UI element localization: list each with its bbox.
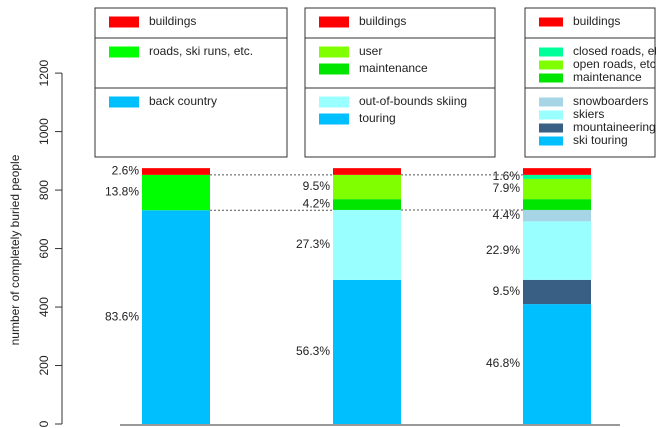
bar-segment	[523, 178, 591, 200]
bar-segment	[333, 174, 401, 200]
y-tick-label: 0	[37, 420, 51, 427]
value-label: 27.3%	[296, 237, 330, 251]
legend-label: buildings	[149, 14, 196, 28]
legend-swatch	[539, 136, 563, 146]
legend-label: buildings	[573, 14, 620, 28]
legend-swatch	[319, 96, 349, 108]
legend-label: maintenance	[359, 61, 428, 75]
legend-label: mountaineering	[573, 120, 656, 134]
y-tick-label: 600	[37, 238, 51, 258]
value-label: 7.9%	[493, 181, 521, 195]
bar-segment	[333, 199, 401, 210]
legend-swatch	[109, 46, 139, 58]
value-label: 13.8%	[105, 185, 139, 199]
legend-swatch	[319, 113, 349, 125]
legend-swatch	[539, 123, 563, 133]
bar-segment	[142, 174, 210, 211]
bar-segment	[523, 279, 591, 305]
legend-swatch	[109, 96, 139, 108]
legend-box	[304, 7, 496, 158]
legend-label: snowboarders	[573, 94, 648, 108]
legend-swatch	[539, 47, 563, 57]
legend-label: back country	[149, 94, 217, 108]
legend-swatch	[109, 16, 139, 28]
legend-label: user	[359, 44, 382, 58]
legend-label: maintenance	[573, 70, 642, 84]
legend-box	[524, 7, 656, 158]
legend-label: closed roads, etc.	[573, 44, 656, 58]
value-label: 46.8%	[486, 356, 520, 370]
legend-label: buildings	[359, 14, 406, 28]
bar-segment	[523, 174, 591, 179]
legend-swatch	[539, 17, 563, 27]
legend-swatch	[539, 110, 563, 120]
legend-swatch	[539, 73, 563, 83]
value-label: 1.6%	[493, 169, 521, 183]
y-tick-label: 1000	[37, 118, 51, 145]
legend-label: ski touring	[573, 133, 628, 147]
bar-segment	[333, 168, 401, 175]
legend-swatch	[539, 97, 563, 107]
value-label: 4.2%	[303, 197, 331, 211]
value-label: 4.4%	[493, 208, 521, 222]
y-tick-label: 200	[37, 355, 51, 375]
legend-swatch	[539, 60, 563, 70]
legend-label: roads, ski runs, etc.	[149, 44, 253, 58]
bar-segment	[142, 168, 210, 175]
bar-segment	[523, 209, 591, 222]
y-axis-label: number of completely buried people	[8, 154, 22, 345]
bar-segment	[523, 221, 591, 280]
value-label: 9.5%	[303, 179, 331, 193]
bar-segment	[523, 304, 591, 424]
bar-segment	[523, 168, 591, 175]
y-tick-label: 1200	[37, 59, 51, 86]
bar-segment	[333, 279, 401, 424]
value-label: 83.6%	[105, 309, 139, 323]
legend-swatch	[319, 63, 349, 75]
value-label: 22.9%	[486, 243, 520, 257]
legend-swatch	[319, 46, 349, 58]
y-tick-label: 400	[37, 297, 51, 317]
bar-segment	[523, 199, 591, 210]
legend-swatch	[319, 16, 349, 28]
y-tick-label: 800	[37, 180, 51, 200]
legend-label: skiers	[573, 107, 604, 121]
bar-segment	[142, 210, 210, 424]
legend-label: open roads, etc.	[573, 57, 656, 71]
legend-box	[94, 7, 288, 158]
value-label: 2.6%	[112, 164, 140, 178]
value-label: 56.3%	[296, 344, 330, 358]
bar-segment	[333, 209, 401, 280]
legend-label: out-of-bounds skiing	[359, 94, 467, 108]
value-label: 9.5%	[493, 284, 521, 298]
legend-label: touring	[359, 111, 396, 125]
